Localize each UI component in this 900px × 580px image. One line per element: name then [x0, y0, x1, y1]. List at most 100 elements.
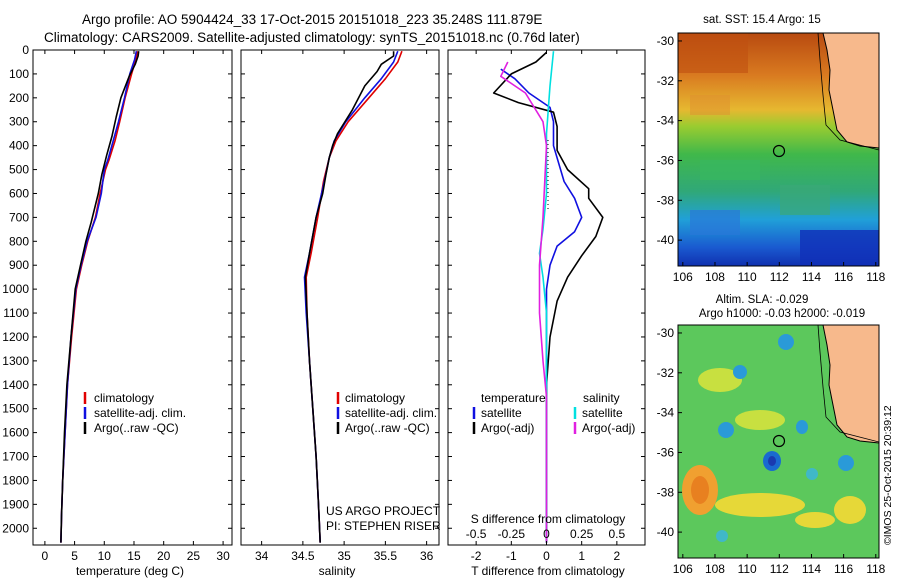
map-lat-label: -38	[657, 485, 675, 499]
depth-tick-label: 1200	[2, 330, 29, 344]
map-lon-label: 114	[802, 562, 821, 576]
s-diff-tick-label: 0	[543, 527, 550, 541]
sla-map	[678, 325, 879, 558]
map-lat-label: -30	[657, 326, 675, 340]
depth-tick-label: 900	[9, 258, 29, 272]
legend-satellite-adj: satellite-adj. clim.	[94, 406, 186, 420]
legend-t-argo: Argo(-adj)	[481, 421, 534, 435]
x-tick-label: 1	[578, 549, 585, 563]
difference-legend: temperature satellite Argo(-adj) salinit…	[472, 391, 635, 435]
depth-tick-label: 1500	[2, 402, 29, 416]
map-lon-label: 106	[673, 562, 693, 576]
x-tick-label: 34	[255, 549, 269, 563]
x-tick-label: 10	[98, 549, 112, 563]
x-tick-label: 2	[614, 549, 621, 563]
depth-tick-label: 400	[9, 139, 29, 153]
series-line-salinity-argo-adj-	[499, 61, 548, 543]
salinity-panel	[240, 49, 440, 546]
map-lat-label: -32	[657, 366, 675, 380]
map-lon-label: 112	[770, 270, 789, 284]
project-annotation: US ARGO PROJECT	[326, 504, 441, 518]
map-lat-label: -30	[657, 34, 675, 48]
x-tick-label: 30	[216, 549, 230, 563]
sst-map	[678, 33, 879, 266]
series-line-temperature-argo-adj-	[492, 51, 604, 543]
temperature-panel	[32, 49, 233, 546]
depth-tick-label: 800	[9, 234, 29, 248]
s-diff-tick-label: 0.5	[609, 527, 626, 541]
x-tick-label: 15	[127, 549, 141, 563]
s-difference-axis: -0.5 -0.25 0 0.25 0.5	[466, 527, 626, 541]
salinity-legend: climatology satellite-adj. clim. Argo(..…	[336, 391, 437, 435]
x-tick-label: 36	[420, 549, 434, 563]
map-lon-label: 108	[705, 270, 725, 284]
depth-tick-label: 2000	[2, 521, 29, 535]
depth-tick-label: 600	[9, 186, 29, 200]
depth-tick-label: 700	[9, 210, 29, 224]
map-lon-label: 116	[834, 270, 853, 284]
map-lon-label: 108	[705, 562, 725, 576]
series-line-argo-raw-qc-	[304, 51, 395, 543]
figure-title-line2: Climatology: CARS2009. Satellite-adjuste…	[44, 30, 580, 45]
x-tick-label: 35	[337, 549, 351, 563]
map-lat-label: -40	[657, 233, 675, 247]
series-line-temperature-satellite	[500, 68, 583, 543]
x-tick-label: 20	[157, 549, 171, 563]
depth-tick-label: 300	[9, 115, 29, 129]
depth-axis: 0 100 200 300 400 500 600 700 800 900 1000 1100 1200…	[2, 43, 645, 535]
x-tick-label: 5	[71, 549, 78, 563]
map-lon-label: 116	[834, 562, 853, 576]
s-diff-tick-label: -0.25	[498, 527, 526, 541]
sst-map-title: sat. SST: 15.4 Argo: 15	[703, 14, 821, 26]
difference-series	[492, 51, 604, 543]
map-lon-label: 114	[802, 270, 821, 284]
argo-float-marker	[772, 144, 786, 158]
map-lat-label: -32	[657, 74, 675, 88]
s-difference-axis-label: S difference from climatology	[471, 512, 626, 526]
series-line-argo-raw-qc-	[60, 51, 140, 543]
depth-tick-label: 200	[9, 91, 29, 105]
depth-tick-label: 1400	[2, 378, 29, 392]
pi-annotation: PI: STEPHEN RISER	[326, 519, 441, 533]
x-tick-label: -1	[506, 549, 517, 563]
t-difference-axis-label: T difference from climatology	[471, 564, 625, 578]
legend-satellite-adj-2: satellite-adj. clim.	[345, 406, 437, 420]
x-tick-label: 34.5	[291, 549, 315, 563]
legend-t-satellite: satellite	[481, 406, 522, 420]
temperature-legend: climatology satellite-adj. clim. Argo(..…	[83, 391, 186, 435]
x-tick-label: 0	[42, 549, 49, 563]
legend-s-satellite: satellite	[582, 406, 623, 420]
legend-climatology: climatology	[94, 391, 154, 405]
sla-map-subtitle: Argo h1000: -0.03 h2000: -0.019	[699, 308, 865, 320]
temperature-axis-label: temperature (deg C)	[76, 564, 184, 578]
legend-salinity-title: salinity	[583, 391, 620, 405]
x-tick-label: 0	[543, 549, 550, 563]
legend-temperature-title: temperature	[481, 391, 546, 405]
depth-tick-label: 1300	[2, 354, 29, 368]
map-lon-label: 110	[738, 562, 757, 576]
map-lat-label: -34	[657, 114, 675, 128]
series-line-salinity-satellite	[538, 51, 555, 543]
map-lon-label: 106	[673, 270, 693, 284]
x-tick-label: 35.5	[374, 549, 398, 563]
depth-tick-label: 1700	[2, 450, 29, 464]
depth-tick-label: 1000	[2, 282, 29, 296]
legend-argo: Argo(..raw -QC)	[94, 421, 179, 435]
map-lon-label: 112	[770, 562, 789, 576]
s-diff-tick-label: 0.25	[570, 527, 594, 541]
x-tick-label: 25	[187, 549, 201, 563]
depth-tick-label: 100	[9, 67, 29, 81]
depth-tick-label: 1800	[2, 473, 29, 487]
map-lat-label: -38	[657, 193, 675, 207]
depth-tick-label: 1100	[3, 306, 29, 320]
map-lon-label: 118	[866, 562, 885, 576]
map-lon-label: 110	[738, 270, 757, 284]
map-lat-label: -36	[657, 153, 675, 167]
figure-title-line1: Argo profile: AO 5904424_33 17-Oct-2015 …	[82, 12, 542, 27]
imos-credit: ©IMOS 25-Oct-2015 20:39:12	[882, 405, 894, 545]
sla-map-title: Altim. SLA: -0.029	[716, 294, 809, 306]
salinity-axis-label: salinity	[319, 564, 356, 578]
sla-map-axes: 106 108 110 112 114 116 118 -30 -32 -34 -36 -38 -40	[657, 326, 886, 576]
map-lon-label: 118	[866, 270, 885, 284]
